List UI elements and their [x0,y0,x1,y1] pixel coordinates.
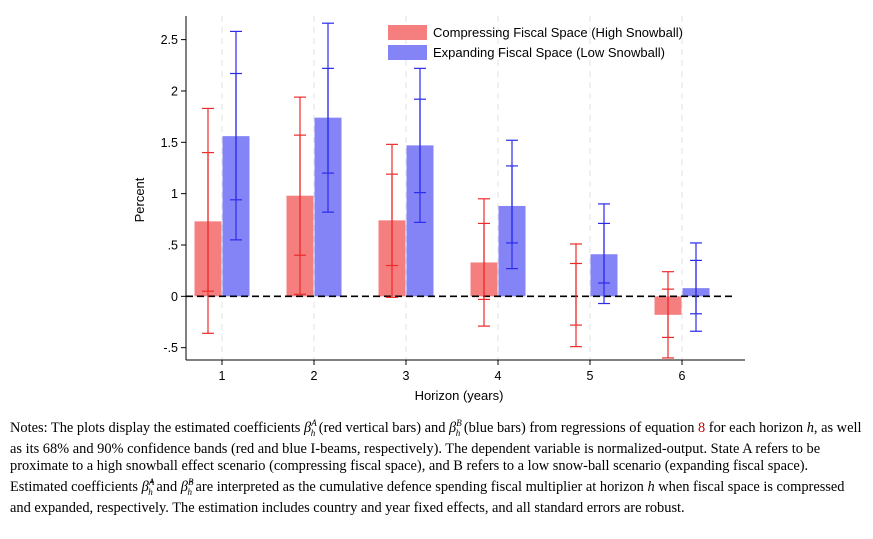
x-tick-label: 5 [587,369,594,383]
ci68-s2-3 [414,98,426,194]
x-tick-label: 4 [495,369,502,383]
notes-text-5: , as well as its 68% and 90% confidence … [10,419,862,495]
beta-a-symbol: βAh [304,418,317,438]
notes-text-6: and [152,478,181,495]
x-tick-label: 6 [679,369,686,383]
x-tick-label: 1 [219,369,226,383]
x-tick-label: 2 [311,369,318,383]
legend-swatch-1 [388,25,427,40]
notes-paragraph: Notes: The plots display the estimated c… [10,415,865,517]
figure-notes: Notes: The plots display the estimated c… [10,415,865,517]
notes-text-8: when fiscal space is compressed and expa… [10,478,845,517]
ci68-s2-4 [506,165,518,244]
ci68-s1-1 [202,151,214,292]
legend-label-1: Compressing Fiscal Space (High Snowball) [433,25,683,40]
y-tick-label: .5 [168,238,178,252]
ci68-s1-5 [570,262,582,326]
horizon-symbol-2: h [647,478,655,495]
ci68-s2-2 [322,67,334,174]
notes-text-1: Notes: The plots display the estimated c… [10,419,305,436]
y-tick-label: 1 [171,187,178,201]
x-tick-label: 3 [403,369,410,383]
y-tick-label: 0 [171,290,178,304]
legend: Compressing Fiscal Space (High Snowball)… [388,25,683,60]
notes-text-2: (red vertical bars) and [315,419,450,436]
y-axis-title: Percent [132,177,147,222]
y-tick-label: 2 [171,84,178,98]
ci68-s2-5 [598,222,610,284]
ci68-s1-6 [662,288,674,339]
y-tick-label: 1.5 [161,136,178,150]
notes-text-4: for each horizon [705,419,807,436]
beta-a-hat-symbol: β̂Ah [141,477,155,497]
beta-b-symbol: βBh [449,418,462,438]
horizon-symbol: h [806,419,814,436]
legend-swatch-2 [388,45,427,60]
beta-b-hat-symbol: β̂Bh [180,477,194,497]
chart: -.5 0 .5 1 1.5 2 2.5 1 2 3 4 5 6 Compressing Fiscal … [132,16,745,403]
ci68-s1-2 [294,134,306,256]
notes-text-7: are interpreted as the cumulative defenc… [191,478,648,495]
ci68-s1-4 [478,222,490,301]
notes-text-3: (blue bars) from regressions of equation [460,419,698,436]
ci68-s1-3 [386,173,398,267]
ci68-s2-1 [230,72,242,201]
y-tick-label: -.5 [163,341,178,355]
legend-label-2: Expanding Fiscal Space (Low Snowball) [433,45,665,60]
y-tick-label: 2.5 [161,33,178,47]
plot-area: -.5 0 .5 1 1.5 2 2.5 1 2 3 4 5 6 [161,16,745,383]
ci68-s2-6 [690,259,702,315]
x-axis-title: Horizon (years) [415,388,504,403]
equation-reference-link[interactable]: 8 [698,419,706,436]
